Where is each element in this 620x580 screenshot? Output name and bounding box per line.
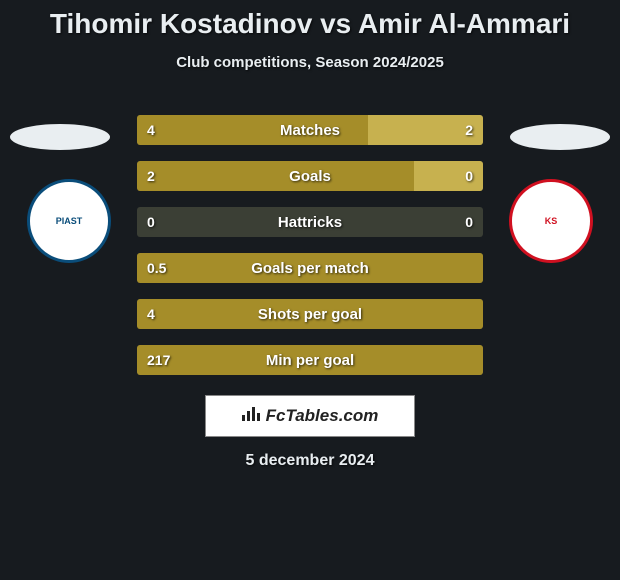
stat-value-left: 4 [147,115,155,145]
stat-value-right: 2 [465,115,473,145]
stat-row: 20Goals [137,161,483,191]
comparison-infographic: Tihomir Kostadinov vs Amir Al-Ammari Clu… [0,0,620,580]
left-ellipse [10,124,110,150]
stat-row: 0.5Goals per match [137,253,483,283]
stat-value-left: 0.5 [147,253,166,283]
stat-value-left: 0 [147,207,155,237]
stat-row: 0 0Hattricks [137,207,483,237]
right-team-badge: KS [509,179,593,263]
footer-date: 5 december 2024 [0,452,620,470]
stat-row: 217Min per goal [137,345,483,375]
stat-bar-left [137,299,483,329]
bar-chart-icon [242,406,260,426]
stat-row: 4Shots per goal [137,299,483,329]
site-logo: FcTables.com [205,395,415,437]
stat-bar-left [137,253,483,283]
site-logo-text: FcTables.com [266,406,379,426]
stat-bar-left [137,115,368,145]
stat-value-left: 4 [147,299,155,329]
page-subtitle: Club competitions, Season 2024/2025 [0,54,620,71]
right-ellipse [510,124,610,150]
stat-row: 42Matches [137,115,483,145]
stat-bar-left [137,345,483,375]
page-title: Tihomir Kostadinov vs Amir Al-Ammari [0,0,620,40]
stat-value-left: 217 [147,345,170,375]
stat-rows: 42Matches20Goals00Hattricks0.5Goals per … [137,115,483,391]
stat-value-left: 2 [147,161,155,191]
stat-label: Hattricks [137,207,483,237]
stat-value-right: 0 [465,207,473,237]
stat-value-right: 0 [465,161,473,191]
stat-bar-left [137,161,414,191]
left-team-badge: PIAST [27,179,111,263]
